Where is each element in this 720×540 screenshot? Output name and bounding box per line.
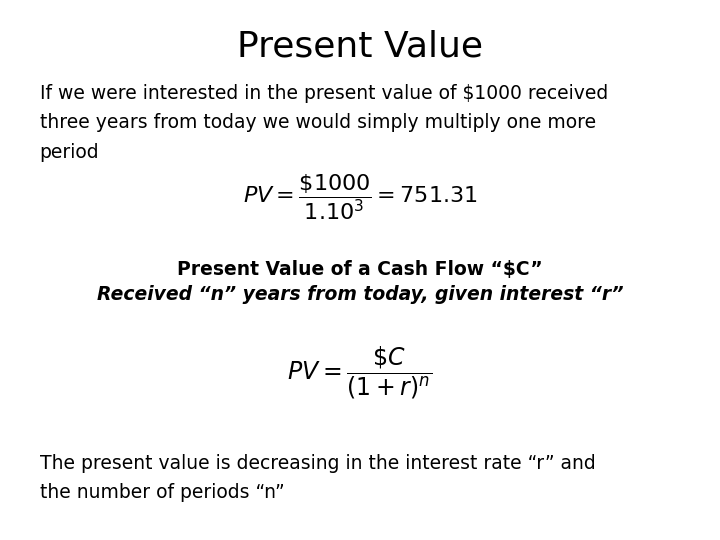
Text: $PV = \dfrac{\$1000}{1.10^{3}} = 751.31$: $PV = \dfrac{\$1000}{1.10^{3}} = 751.31$ [243,172,477,222]
Text: $PV = \dfrac{\$C}{(1+r)^{n}}$: $PV = \dfrac{\$C}{(1+r)^{n}}$ [287,344,433,401]
Text: the number of periods “n”: the number of periods “n” [40,483,284,502]
Text: period: period [40,143,99,162]
Text: Received “n” years from today, given interest “r”: Received “n” years from today, given int… [96,285,624,304]
Text: three years from today we would simply multiply one more: three years from today we would simply m… [40,113,595,132]
Text: Present Value: Present Value [237,30,483,64]
Text: Present Value of a Cash Flow “$C”: Present Value of a Cash Flow “$C” [177,260,543,280]
Text: The present value is decreasing in the interest rate “r” and: The present value is decreasing in the i… [40,454,595,472]
Text: If we were interested in the present value of $1000 received: If we were interested in the present val… [40,84,608,103]
